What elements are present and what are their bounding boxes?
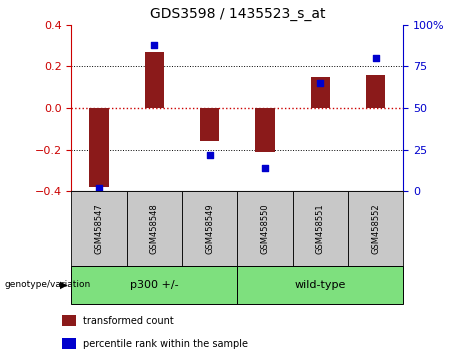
Bar — [237, 191, 293, 266]
Bar — [348, 191, 403, 266]
Bar — [182, 191, 237, 266]
Text: GSM458549: GSM458549 — [205, 203, 214, 254]
Point — [317, 80, 324, 86]
Text: genotype/variation: genotype/variation — [5, 280, 91, 290]
Title: GDS3598 / 1435523_s_at: GDS3598 / 1435523_s_at — [150, 7, 325, 21]
Point — [372, 55, 379, 61]
Text: p300 +/-: p300 +/- — [130, 280, 179, 290]
Point — [206, 152, 213, 158]
Bar — [237, 266, 403, 304]
Bar — [62, 338, 76, 349]
Text: GSM458552: GSM458552 — [371, 203, 380, 254]
Bar — [127, 191, 182, 266]
Bar — [293, 191, 348, 266]
Bar — [255, 108, 275, 152]
Text: GSM458551: GSM458551 — [316, 203, 325, 254]
Bar — [71, 266, 237, 304]
Text: GSM458547: GSM458547 — [95, 203, 104, 254]
Text: ▶: ▶ — [60, 280, 67, 290]
Point — [151, 42, 158, 47]
Bar — [200, 108, 219, 141]
Bar — [311, 77, 330, 108]
Text: percentile rank within the sample: percentile rank within the sample — [83, 339, 248, 349]
Point — [95, 185, 103, 191]
Bar — [145, 52, 164, 108]
Point — [261, 165, 269, 171]
Text: GSM458550: GSM458550 — [260, 203, 270, 254]
Bar — [89, 108, 109, 187]
Bar — [71, 191, 127, 266]
Bar — [366, 75, 385, 108]
Text: wild-type: wild-type — [295, 280, 346, 290]
Bar — [62, 315, 76, 326]
Text: transformed count: transformed count — [83, 316, 174, 326]
Text: GSM458548: GSM458548 — [150, 203, 159, 254]
